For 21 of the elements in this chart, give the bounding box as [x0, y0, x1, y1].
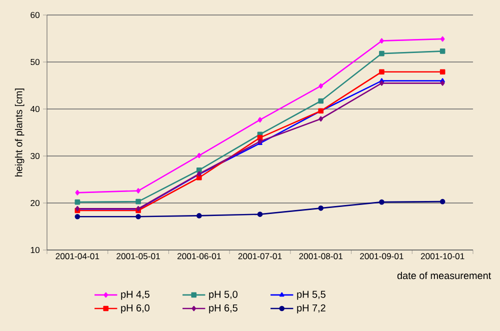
legend-label: pH 6,5	[209, 304, 238, 314]
y-tick-label: 20	[30, 200, 40, 206]
x-tick-label: 2001-05-01	[116, 253, 160, 260]
legend-label: pH 5,0	[209, 290, 238, 300]
y-tick-label: 40	[30, 106, 40, 112]
x-tick-label: 2001-07-01	[238, 253, 282, 260]
legend-label: pH 6,0	[121, 304, 150, 314]
y-tick-label: 50	[30, 58, 40, 66]
y-tick-label: 60	[30, 12, 40, 18]
x-tick-label: 2001-09-01	[360, 253, 404, 260]
x-tick-label: 2001-04-01	[56, 253, 100, 260]
y-axis-title: height of plants [cm]	[14, 88, 24, 176]
x-tick-label: 2001-06-01	[177, 253, 221, 260]
x-tick-label: 2001-08-01	[299, 253, 342, 260]
x-tick-label: 2001-10-01	[420, 253, 464, 260]
legend-label: pH 4,5	[121, 290, 150, 300]
x-axis-title: date of measurement	[397, 272, 492, 280]
legend-label: pH 5,5	[297, 290, 326, 300]
y-tick-label: 30	[30, 152, 40, 160]
y-tick-label: 10	[30, 246, 40, 254]
legend-label: pH 7,2	[297, 304, 326, 314]
